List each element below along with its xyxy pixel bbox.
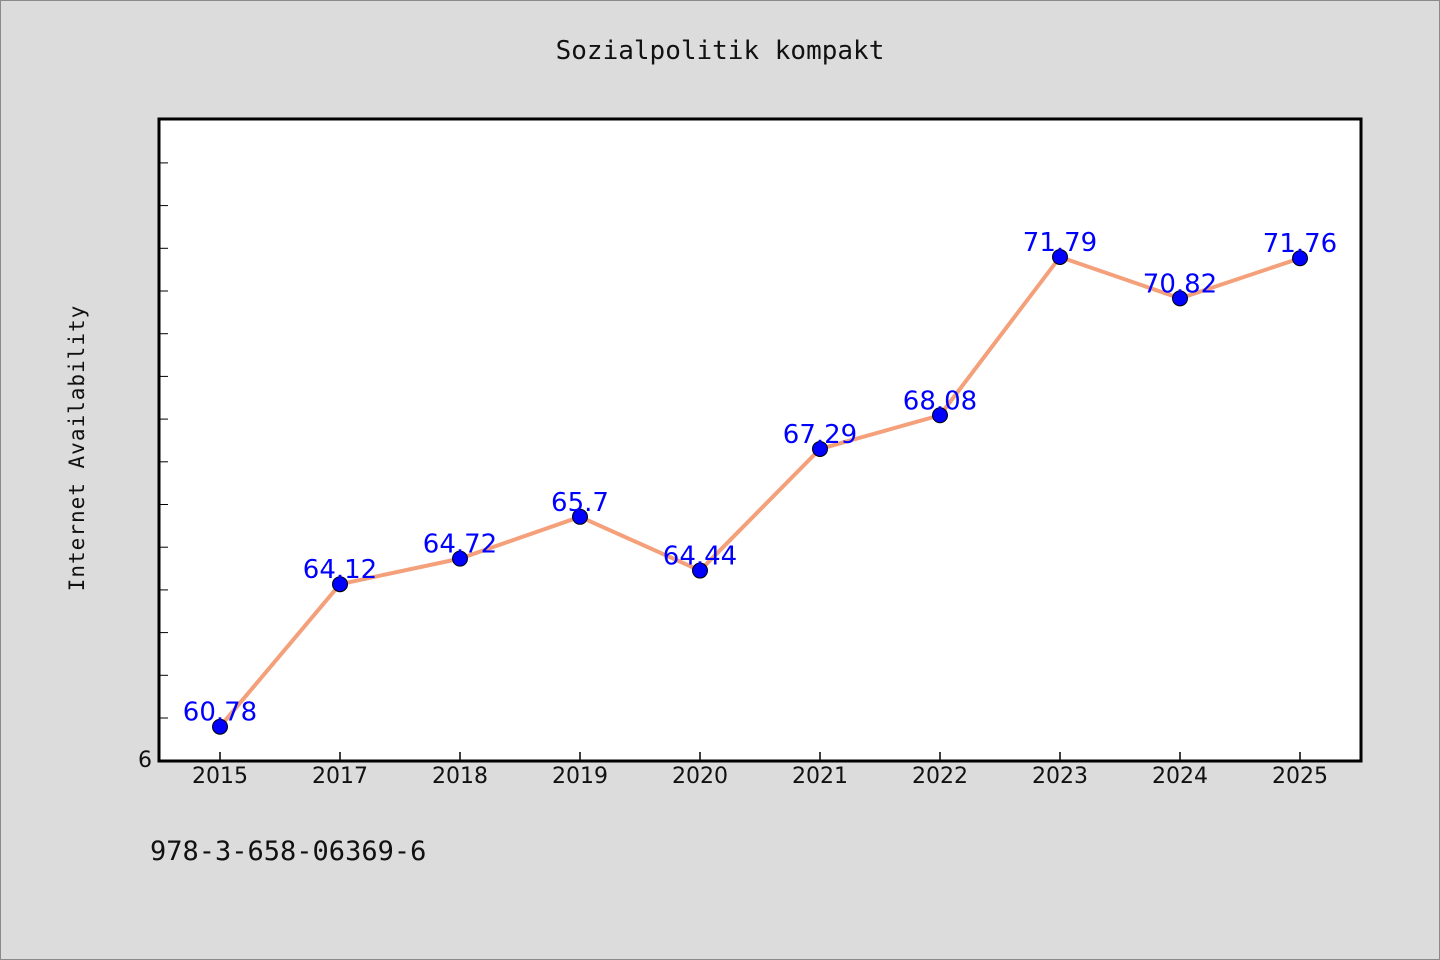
data-label: 64.12 [303, 555, 377, 585]
x-tick-label: 2020 [672, 764, 728, 789]
y-tick-label: 6 [138, 748, 152, 773]
data-point [692, 562, 708, 579]
x-tick-label: 2024 [1152, 764, 1208, 789]
isbn-text: 978-3-658-06369-6 [150, 836, 427, 867]
series-line [218, 254, 1302, 729]
plot-area [157, 117, 1363, 763]
x-tick-label: 2025 [1272, 764, 1328, 789]
x-axis-ticks: 2015 2017 2018 2019 2020 2021 2022 2023 2024 2025 [192, 752, 1328, 789]
data-point [332, 576, 348, 593]
data-label: 71.79 [1023, 228, 1097, 258]
data-point [932, 407, 948, 424]
y-axis-ticks [160, 162, 168, 719]
x-tick-label: 2019 [552, 764, 608, 789]
x-tick-label: 2018 [432, 764, 488, 789]
data-label: 64.44 [663, 542, 737, 572]
x-tick-label: 2022 [912, 764, 968, 789]
data-label: 64.72 [423, 530, 497, 560]
data-point [1292, 250, 1308, 267]
data-label: 70.82 [1143, 269, 1217, 299]
data-point [212, 718, 228, 735]
data-point [572, 508, 588, 525]
data-labels: 60.78 64.12 64.72 65.7 64.44 67.29 68.08 71.79 7… [183, 228, 1337, 728]
data-point [1172, 290, 1188, 307]
x-tick-label: 2023 [1032, 764, 1088, 789]
x-tick-label: 2017 [312, 764, 368, 789]
data-label: 67.29 [783, 420, 857, 450]
data-label: 65.7 [551, 488, 609, 518]
x-tick-label: 2021 [792, 764, 848, 789]
data-points [212, 248, 1308, 735]
x-tick-label: 2015 [192, 764, 248, 789]
data-point [812, 440, 828, 457]
data-label: 60.78 [183, 698, 257, 728]
data-label: 68.08 [903, 386, 977, 416]
data-label: 71.76 [1263, 229, 1337, 259]
data-point [452, 550, 468, 567]
data-point [1052, 248, 1068, 265]
chart-title: Sozialpolitik kompakt [555, 36, 885, 66]
